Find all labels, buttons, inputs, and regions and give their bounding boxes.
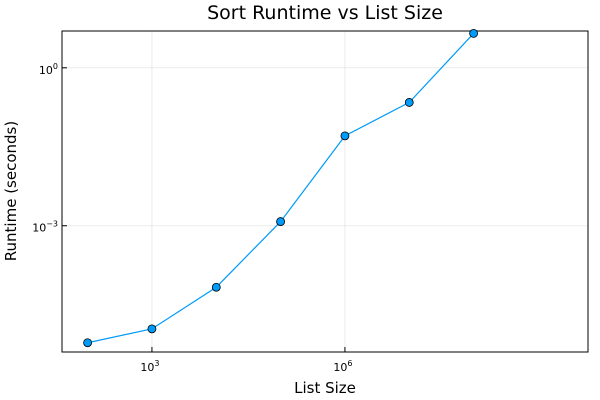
data-point — [276, 217, 286, 226]
y-tick-label: 10−3 — [32, 220, 58, 235]
x-tick-label-exponent: 3 — [154, 359, 159, 368]
x-tick-label-base: 10 — [140, 361, 154, 374]
y-tick-label-exponent: 0 — [53, 62, 58, 71]
x-tick-label: 103 — [140, 359, 159, 374]
series-layer — [83, 29, 479, 348]
x-tick-label: 106 — [333, 359, 352, 374]
y-tick-label-exponent: −3 — [46, 220, 58, 229]
data-point — [83, 338, 92, 348]
y-tick-label: 100 — [39, 62, 58, 77]
data-point — [211, 282, 221, 292]
data-point — [147, 324, 157, 334]
x-tick-label-exponent: 6 — [347, 359, 352, 368]
data-point — [404, 98, 414, 107]
y-axis-label: Runtime (seconds) — [2, 121, 20, 261]
data-point — [340, 131, 350, 141]
grid-layer — [62, 31, 588, 352]
data-point — [469, 29, 479, 38]
series-line — [87, 33, 475, 344]
y-tick-label-base: 10 — [39, 64, 53, 77]
chart-title: Sort Runtime vs List Size — [207, 2, 443, 24]
x-axis-label: List Size — [294, 379, 356, 397]
plot-frame — [61, 30, 589, 353]
y-tick-label-base: 10 — [32, 222, 46, 235]
x-tick-label-base: 10 — [333, 361, 347, 374]
